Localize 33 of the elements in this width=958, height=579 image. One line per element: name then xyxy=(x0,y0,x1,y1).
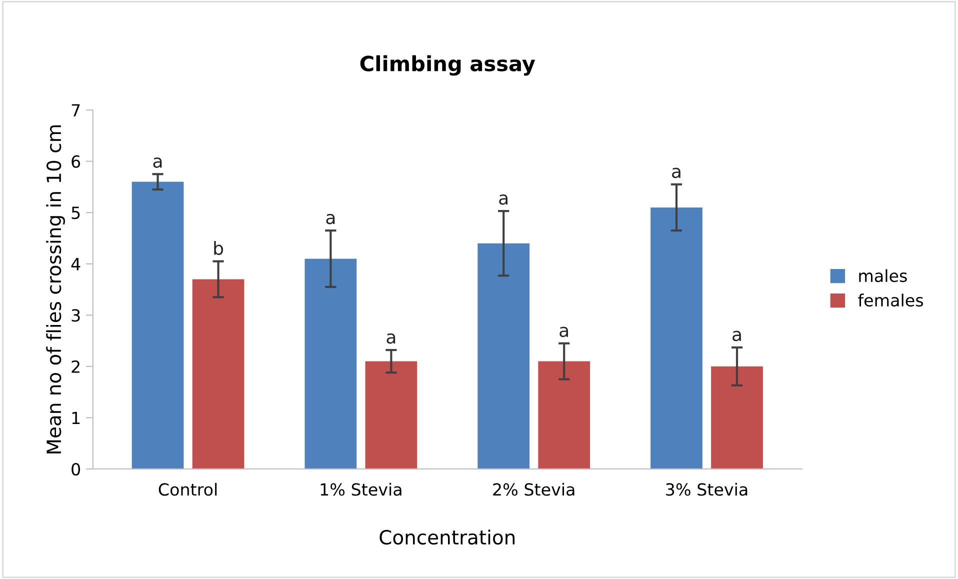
y-tick-label: 7 xyxy=(72,104,80,116)
data-label: a xyxy=(732,330,741,342)
bar xyxy=(304,258,357,469)
data-label: a xyxy=(153,157,162,168)
x-tick-label: 3% Stevia xyxy=(666,482,748,496)
y-tick-label: 2 xyxy=(72,360,80,373)
x-tick-label: Control xyxy=(158,482,217,496)
y-tick-label: 5 xyxy=(72,206,80,220)
x-axis-title: Concentration xyxy=(380,530,515,545)
y-tick-label: 1 xyxy=(72,412,80,424)
legend-label: females xyxy=(858,294,924,307)
x-tick-label: 1% Stevia xyxy=(320,482,402,496)
legend-label: males xyxy=(859,269,907,282)
bar xyxy=(478,243,530,469)
data-label: b xyxy=(214,241,224,256)
data-label: a xyxy=(326,214,335,224)
y-tick-label: 6 xyxy=(72,155,80,168)
y-tick-label: 3 xyxy=(72,309,80,322)
data-label: a xyxy=(386,333,396,344)
bar xyxy=(711,366,763,469)
chart-title: Climbing assay xyxy=(360,55,536,76)
bar xyxy=(365,361,418,469)
y-tick-label: 0 xyxy=(72,462,80,476)
bar xyxy=(538,361,590,469)
data-label: a xyxy=(672,168,680,178)
bar xyxy=(650,207,702,469)
data-label: a xyxy=(560,326,568,338)
y-tick-label: 4 xyxy=(71,258,80,270)
y-axis-title: Mean no of flies crossing in 10 cm xyxy=(46,125,65,454)
bar xyxy=(132,182,184,469)
bar xyxy=(192,279,244,469)
data-label: a xyxy=(499,194,508,205)
x-tick-label: 2% Stevia xyxy=(493,482,574,496)
